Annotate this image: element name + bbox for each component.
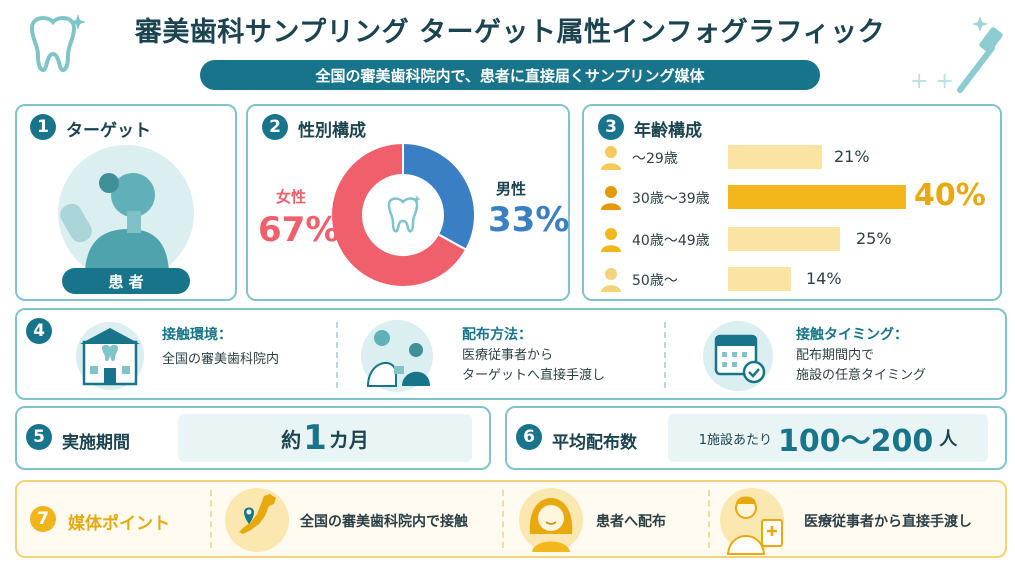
method-line-1: 医療従事者から: [462, 348, 554, 363]
environment-head: 接触環境：: [162, 327, 232, 343]
page-title: 審美歯科サンプリング ターゲット属性インフォグラフィック: [134, 17, 886, 48]
period-prefix: 約: [281, 427, 302, 452]
period-value: 1: [303, 418, 327, 458]
person-icon: [601, 228, 621, 252]
points-card: [15, 480, 1007, 558]
person-icon: [601, 146, 621, 170]
method-head: 配布方法：: [462, 327, 532, 343]
toothbrush-icon: + +: [910, 16, 1003, 94]
section-number-4: 4: [26, 318, 52, 344]
age-bar: [728, 267, 791, 291]
age-label: 50歳〜: [632, 273, 678, 289]
section-number-6: 6: [516, 424, 542, 450]
staff-handing-icon: [361, 320, 433, 392]
age-label: 〜29歳: [632, 151, 678, 167]
distribution-prefix: 1施設あたり: [698, 432, 773, 448]
female-value: 67%: [258, 210, 340, 250]
distribution-value: 100〜200: [778, 424, 934, 459]
age-row: 〜29歳 21%: [600, 142, 990, 172]
divider: [664, 322, 666, 388]
svg-text:+ +: + +: [910, 69, 954, 94]
calendar-check-icon: [703, 321, 773, 391]
person-icon: [601, 186, 621, 210]
patient-face-icon: [519, 488, 583, 552]
distribution-unit: 人: [939, 429, 958, 450]
age-row: 50歳〜 14%: [600, 264, 990, 294]
staff-clipboard-icon: [720, 488, 784, 555]
age-row: 30歳〜39歳 40%: [600, 178, 990, 213]
section-number-5: 5: [26, 424, 52, 450]
donut-slice-female: [330, 141, 468, 288]
period-value-box: 約 1 カ月: [178, 414, 472, 462]
donut-slice-male: [402, 141, 476, 252]
patient-illustration-icon: [58, 145, 194, 271]
patient-label: 患 者: [62, 268, 190, 294]
female-label: 女性: [276, 188, 307, 206]
age-value: 14%: [806, 269, 842, 288]
age-bar: [728, 185, 906, 209]
environment-text: 全国の審美歯科院内: [162, 352, 280, 367]
gender-title: 性別構成: [298, 121, 366, 141]
gender-donut-chart: [330, 141, 476, 288]
patient-label-text: 患 者: [108, 272, 144, 291]
contact-card: [15, 308, 1007, 400]
divider: [210, 490, 212, 548]
age-value: 40%: [914, 178, 986, 213]
person-icon: [601, 268, 621, 292]
divider: [336, 322, 338, 388]
tooth-center-icon: [387, 195, 421, 233]
point-item-2: 患者へ配布: [596, 514, 666, 530]
section-number-7: 7: [30, 506, 56, 532]
page-subtitle: 全国の審美歯科院内で、患者に直接届くサンプリング媒体: [200, 60, 820, 90]
section-number-3: 3: [598, 114, 624, 140]
age-value: 25%: [856, 229, 892, 248]
age-value: 21%: [834, 147, 870, 166]
period-title: 実施期間: [62, 433, 130, 453]
points-title: 媒体ポイント: [68, 514, 170, 534]
timing-line-2: 施設の任意タイミング: [796, 368, 927, 383]
age-label: 40歳〜49歳: [632, 233, 710, 249]
divider: [502, 490, 504, 548]
age-label: 30歳〜39歳: [632, 191, 710, 207]
point-item-3: 医療従事者から直接手渡し: [804, 514, 972, 530]
tooth-logo-icon: [29, 14, 86, 73]
donut-center: [365, 177, 441, 253]
method-line-2: ターゲットへ直接手渡し: [462, 368, 606, 383]
japan-map-icon: [225, 488, 289, 552]
age-bar: [728, 145, 822, 169]
timing-head: 接触タイミング：: [796, 327, 908, 343]
divider: [708, 490, 710, 548]
point-item-1: 全国の審美歯科院内で接触: [300, 514, 468, 530]
age-title: 年齢構成: [634, 121, 702, 141]
male-label: 男性: [496, 180, 527, 198]
age-row: 40歳〜49歳 25%: [600, 224, 990, 254]
male-value: 33%: [488, 200, 570, 240]
target-title: ターゲット: [66, 121, 151, 141]
clinic-building-icon: [76, 322, 144, 390]
section-number-2: 2: [262, 114, 288, 140]
age-bar: [728, 227, 840, 251]
period-unit: カ月: [328, 427, 369, 452]
distribution-value-box: 1施設あたり 100〜200 人: [668, 414, 988, 462]
distribution-title: 平均配布数: [552, 433, 637, 453]
section-number-1: 1: [30, 114, 56, 140]
timing-line-1: 配布期間内で: [796, 348, 875, 363]
